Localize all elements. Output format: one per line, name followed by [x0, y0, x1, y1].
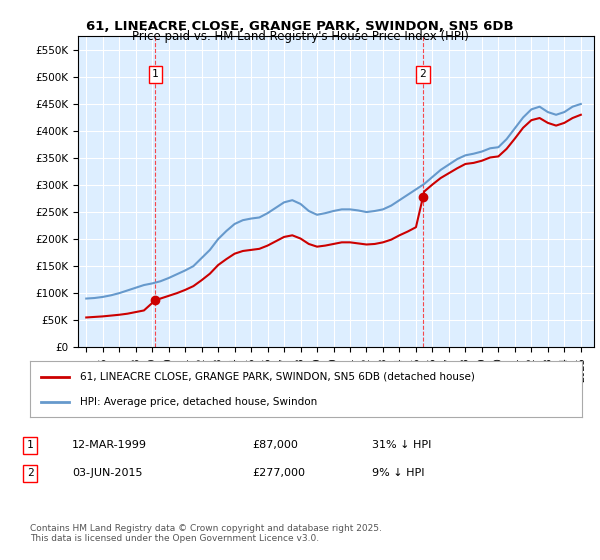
Text: 1: 1: [152, 69, 158, 79]
Text: £277,000: £277,000: [252, 468, 305, 478]
Text: 1: 1: [26, 440, 34, 450]
Text: 2: 2: [419, 69, 426, 79]
Text: Contains HM Land Registry data © Crown copyright and database right 2025.
This d: Contains HM Land Registry data © Crown c…: [30, 524, 382, 543]
Text: 61, LINEACRE CLOSE, GRANGE PARK, SWINDON, SN5 6DB: 61, LINEACRE CLOSE, GRANGE PARK, SWINDON…: [86, 20, 514, 32]
Text: £87,000: £87,000: [252, 440, 298, 450]
Text: Price paid vs. HM Land Registry's House Price Index (HPI): Price paid vs. HM Land Registry's House …: [131, 30, 469, 43]
Text: 61, LINEACRE CLOSE, GRANGE PARK, SWINDON, SN5 6DB (detached house): 61, LINEACRE CLOSE, GRANGE PARK, SWINDON…: [80, 372, 475, 382]
Text: 12-MAR-1999: 12-MAR-1999: [72, 440, 147, 450]
Text: 9% ↓ HPI: 9% ↓ HPI: [372, 468, 425, 478]
Text: 31% ↓ HPI: 31% ↓ HPI: [372, 440, 431, 450]
Text: 2: 2: [26, 468, 34, 478]
Text: HPI: Average price, detached house, Swindon: HPI: Average price, detached house, Swin…: [80, 396, 317, 407]
Text: 03-JUN-2015: 03-JUN-2015: [72, 468, 143, 478]
